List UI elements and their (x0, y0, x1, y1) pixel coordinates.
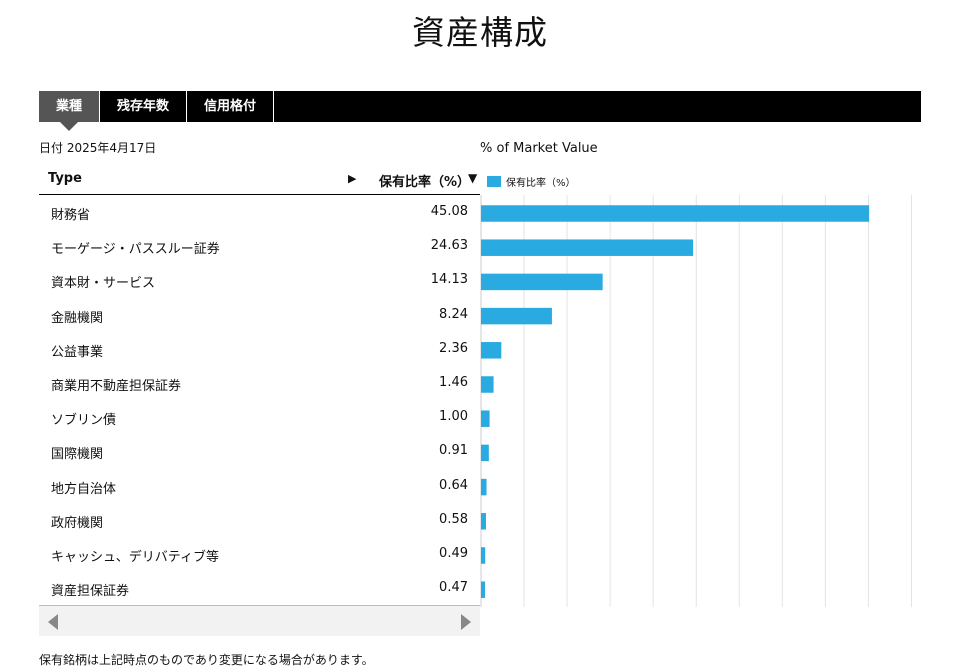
bar[interactable] (481, 444, 489, 462)
row-value: 1.46 (439, 374, 468, 390)
row-value: 14.13 (430, 272, 468, 288)
chart-legend: 保有比率（%） (487, 174, 576, 189)
row-value: 0.47 (439, 580, 468, 596)
row-value: 2.36 (439, 340, 468, 356)
table-row: 地方自治体 0.64 (39, 469, 480, 503)
scroll-left-icon[interactable] (48, 614, 58, 630)
bar[interactable] (481, 410, 490, 427)
table-row: 金融機関 8.24 (39, 298, 480, 332)
legend-label: 保有比率（%） (506, 178, 576, 189)
row-value: 8.24 (439, 306, 468, 322)
table-row: 政府機関 0.58 (39, 503, 480, 537)
row-value: 45.08 (430, 204, 468, 219)
row-type: 地方自治体 (51, 481, 117, 497)
row-type: 国際機関 (51, 447, 104, 463)
table-row: 国際機関 0.91 (39, 434, 480, 468)
row-value: 0.49 (439, 545, 468, 561)
table-row: ソブリン債 1.00 (39, 400, 480, 434)
table-row: 財務省 45.08 (39, 195, 480, 229)
bar[interactable] (481, 307, 552, 325)
row-type: 金融機関 (51, 310, 104, 326)
footnote: 保有銘柄は上記時点のものであり変更になる場合があります。 (39, 653, 374, 667)
bar[interactable] (481, 376, 494, 393)
holdings-table: Type ▶ 保有比率（%） ▼ 財務省 45.08 モーゲージ・パススルー証券 2… (39, 164, 480, 605)
row-type: 財務省 (51, 208, 91, 223)
bar[interactable] (481, 342, 502, 359)
legend-swatch (487, 176, 501, 187)
column-header-type: Type (48, 171, 82, 186)
row-value: 0.64 (439, 477, 468, 493)
bar[interactable] (481, 513, 486, 530)
bar[interactable] (481, 478, 487, 496)
expand-arrow-icon[interactable]: ▶ (348, 172, 357, 185)
sort-desc-icon[interactable]: ▼ (468, 171, 478, 185)
row-type: 商業用不動産担保証券 (51, 378, 182, 394)
table-bottom-border (39, 605, 480, 606)
table-row: 商業用不動産担保証券 1.46 (39, 366, 480, 400)
bar[interactable] (481, 273, 603, 291)
table-row: 公益事業 2.36 (39, 332, 480, 366)
table-body: 財務省 45.08 モーゲージ・パススルー証券 24.63 資本財・サービス 14.1… (39, 195, 480, 605)
table-row: 資産担保証券 0.47 (39, 571, 480, 605)
row-value: 24.63 (430, 238, 468, 254)
tab-industry[interactable]: 業種 (39, 91, 101, 131)
row-type: 政府機関 (51, 515, 104, 531)
as-of-date: 日付 2025年4月17日 (39, 141, 157, 155)
table-row: 資本財・サービス 14.13 (39, 263, 480, 297)
row-value: 0.91 (439, 443, 468, 459)
bar[interactable] (481, 239, 694, 256)
row-type: キャッシュ、デリバティブ等 (51, 549, 219, 565)
tab-bar: 業種 残存年数 信用格付 (39, 91, 921, 131)
table-row: モーゲージ・パススルー証券 24.63 (39, 229, 480, 263)
table-row: キャッシュ、デリバティブ等 0.49 (39, 537, 480, 571)
bar[interactable] (481, 205, 870, 222)
row-type: 資本財・サービス (51, 276, 156, 292)
row-type: ソブリン債 (51, 413, 117, 429)
row-value: 0.58 (439, 511, 468, 527)
scroll-right-icon[interactable] (461, 614, 471, 630)
horizontal-scrollbar[interactable] (39, 606, 480, 636)
row-type: 資産担保証券 (51, 584, 130, 600)
tab-remaining-years[interactable]: 残存年数 (100, 91, 188, 122)
column-header-weight[interactable]: 保有比率（%） (379, 175, 471, 190)
table-header: Type ▶ 保有比率（%） ▼ (39, 164, 480, 195)
row-value: 1.00 (439, 409, 468, 425)
tab-credit-rating[interactable]: 信用格付 (187, 91, 275, 122)
page-title: 資産構成 (412, 13, 548, 52)
bar[interactable] (481, 547, 486, 564)
row-type: モーゲージ・パススルー証券 (51, 242, 220, 258)
chart-title: % of Market Value (480, 141, 598, 156)
row-type: 公益事業 (51, 344, 104, 360)
bar[interactable] (481, 581, 486, 598)
